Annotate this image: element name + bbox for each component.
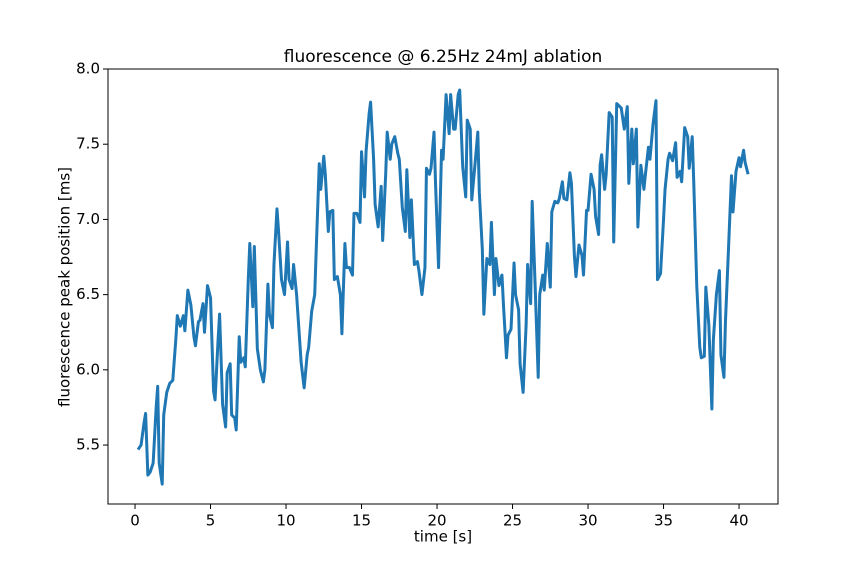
x-tick-label: 15 bbox=[352, 512, 371, 530]
data-line bbox=[136, 88, 750, 486]
y-axis-label: fluorescence peak position [ms] bbox=[56, 167, 74, 407]
x-tick-label: 5 bbox=[206, 512, 216, 530]
plot-frame bbox=[107, 68, 779, 505]
x-axis-label: time [s] bbox=[414, 528, 472, 546]
y-tick-label: 6.0 bbox=[76, 360, 100, 378]
y-tick-label: 8.0 bbox=[76, 60, 100, 78]
x-tick-label: 20 bbox=[427, 512, 446, 530]
x-tick-label: 0 bbox=[130, 512, 140, 530]
y-tick-label: 5.5 bbox=[76, 436, 100, 454]
y-tick-label: 7.0 bbox=[76, 210, 100, 228]
chart-title: fluorescence @ 6.25Hz 24mJ ablation bbox=[284, 47, 603, 67]
x-tick-label: 25 bbox=[503, 512, 522, 530]
y-tick-label: 6.5 bbox=[76, 285, 100, 303]
x-tick-label: 10 bbox=[276, 512, 295, 530]
x-tick-label: 30 bbox=[578, 512, 597, 530]
x-tick-label: 40 bbox=[729, 512, 748, 530]
y-tick-label: 7.5 bbox=[76, 135, 100, 153]
x-tick-label: 35 bbox=[654, 512, 673, 530]
